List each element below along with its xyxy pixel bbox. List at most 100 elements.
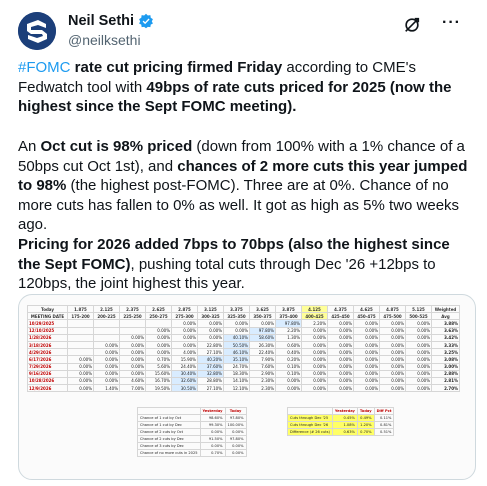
table-cell: 35.10% xyxy=(223,355,250,364)
text: (the highest post-FOMC). Three are at 0%… xyxy=(18,177,460,233)
table-cell: 10/29/2025 xyxy=(27,319,68,328)
table-cell: 0.00% xyxy=(93,340,120,350)
table-cell: 0.00% xyxy=(67,362,94,371)
table-row: Yesterday Today xyxy=(137,407,247,415)
table-cell: 32.60% xyxy=(171,376,198,386)
table-cell: 2.875 xyxy=(171,304,198,314)
table-cell: 0.00% xyxy=(379,362,406,371)
table-cell: 2.30% xyxy=(249,376,276,386)
table-row: Chance of 2 cuts by Dec 91.50% 97.80% xyxy=(137,435,247,443)
table-header-cell: Today xyxy=(356,407,375,415)
table-cell: 0.00% xyxy=(197,326,224,335)
table-cell: 4.00% xyxy=(171,348,198,357)
table-cell: 0.00% xyxy=(171,333,198,342)
table-cell: 12.10% xyxy=(223,384,250,393)
table-cell: 0.00% xyxy=(353,384,380,393)
table-cell: 15.60% xyxy=(145,369,172,378)
table-row: Difference (# 26 cuts) 0.63% 0.70% 0.51% xyxy=(287,428,395,436)
more-dots-icon[interactable]: ··· xyxy=(442,14,461,31)
table-cell: 3.875 xyxy=(275,304,302,314)
table-cell: 18.30% xyxy=(223,369,250,378)
table-cell: 3.08% xyxy=(431,355,460,364)
table-cell: 0.70% xyxy=(199,449,226,457)
hashtag-link[interactable]: #FOMC xyxy=(18,59,71,76)
table-cell: 0.20% xyxy=(275,355,302,364)
cuts-through-dec-table: Yesterday Today Diff Pct Cuts through Dec '… xyxy=(287,407,395,436)
table-row: 10/29/2025 0.00% 0.00% 0.00% 0.00% 97.80% 2.20… xyxy=(27,319,460,328)
table-cell: 0.00% xyxy=(93,355,120,364)
table-cell: 14.10% xyxy=(223,376,250,386)
table-cell: 0.00% xyxy=(379,333,406,342)
table-cell: 2.375 xyxy=(119,304,146,314)
table-cell xyxy=(67,326,94,335)
table-cell xyxy=(93,326,120,335)
table-cell: 19.50% xyxy=(145,384,172,393)
grok-icon[interactable] xyxy=(403,16,421,34)
table-cell: 0.00% xyxy=(171,326,198,335)
table-cell: 0.70% xyxy=(356,428,375,436)
table-cell xyxy=(93,319,120,328)
table-cell xyxy=(67,333,94,342)
table-cell: 0.00% xyxy=(224,449,247,457)
avatar[interactable] xyxy=(18,12,56,50)
table-cell: 0.00% xyxy=(224,442,247,450)
table-cell: 0.00% xyxy=(301,326,328,335)
table-cell: 22.40% xyxy=(249,348,276,357)
post-header: Neil Sethi @neilksethi ··· xyxy=(18,10,473,52)
table-cell: 0.00% xyxy=(405,326,432,335)
table-cell: 30.50% xyxy=(171,384,198,393)
table-cell: 0.00% xyxy=(327,376,354,386)
table-cell: 3.125 xyxy=(197,304,224,314)
table-cell: 0.00% xyxy=(93,362,120,371)
table-cell: 200-225 xyxy=(93,312,120,321)
table-row: 9/16/2026 0.00% 0.00% 0.00% 15.60% 30.40% 32.8… xyxy=(27,369,460,378)
table-cell: 2.81% xyxy=(431,376,460,386)
table-row: Yesterday Today Diff Pct xyxy=(287,407,395,415)
table-cell xyxy=(67,340,94,350)
table-cell: 0.00% xyxy=(327,326,354,335)
table-cell: 26.30% xyxy=(249,340,276,350)
table-cell: 0.00% xyxy=(119,369,146,378)
author-name[interactable]: Neil Sethi xyxy=(68,13,135,29)
table-cell: 0.63% xyxy=(331,428,358,436)
text: , pushing total cuts through Dec '26 +12… xyxy=(18,255,436,293)
post-paragraph-2: An Oct cut is 98% priced (down from 100%… xyxy=(18,137,476,235)
table-cell: 0.00% xyxy=(353,376,380,386)
table-cell: 16.70% xyxy=(145,376,172,386)
table-row: 3/18/2026 0.00% 0.00% 0.00% 0.00% 22.80% 50.50… xyxy=(27,340,460,350)
table-cell: 5.125 xyxy=(405,304,432,314)
table-cell: 0.00% xyxy=(327,348,354,357)
spreadsheet-image[interactable]: Today 1.875 2.125 2.375 2.625 2.875 3.125 3.375… xyxy=(18,294,476,480)
table-cell: 27.10% xyxy=(197,348,224,357)
table-cell: 0.00% xyxy=(353,362,380,371)
table-cell: 7.00% xyxy=(119,384,146,393)
table-row: 4/29/2026 0.00% 0.00% 0.00% 4.00% 27.10% 46.10… xyxy=(27,348,460,357)
table-cell: 0.00% xyxy=(171,319,198,328)
table-cell: 0.00% xyxy=(199,442,226,450)
table-cell: 0.00% xyxy=(327,384,354,393)
table-cell: 0.00% xyxy=(379,319,406,328)
table-cell: 0.00% xyxy=(145,333,172,342)
table-cell: 1.20% xyxy=(356,421,375,429)
table-cell: 425-450 xyxy=(327,312,354,321)
table-cell: 0.00% xyxy=(119,340,146,350)
author-handle[interactable]: @neilksethi xyxy=(68,32,141,48)
table-cell: 99.30% xyxy=(199,421,226,429)
table-row: Today 1.875 2.125 2.375 2.625 2.875 3.125 3.375… xyxy=(27,304,460,314)
table-header-cell xyxy=(287,407,333,415)
table-cell: 0.00% xyxy=(353,355,380,364)
table-cell: 0.00% xyxy=(197,319,224,328)
table-cell: 5.60% xyxy=(145,362,172,371)
table-cell: Chance of no more cuts in 2025 xyxy=(137,449,201,457)
table-cell: 0.00% xyxy=(223,326,250,335)
table-cell: 450-475 xyxy=(353,312,380,321)
table-cell: 0.00% xyxy=(67,355,94,364)
table-cell: 0.00% xyxy=(67,384,94,393)
table-cell: 4.875 xyxy=(379,304,406,314)
table-cell xyxy=(93,333,120,342)
table-cell: 40.10% xyxy=(223,333,250,342)
table-cell: 1.875 xyxy=(67,304,94,314)
table-row: 10/28/2026 0.00% 0.00% 4.60% 16.70% 32.60% 28.… xyxy=(27,376,460,386)
table-cell: 97.80% xyxy=(275,319,302,328)
table-cell: 0.00% xyxy=(327,355,354,364)
